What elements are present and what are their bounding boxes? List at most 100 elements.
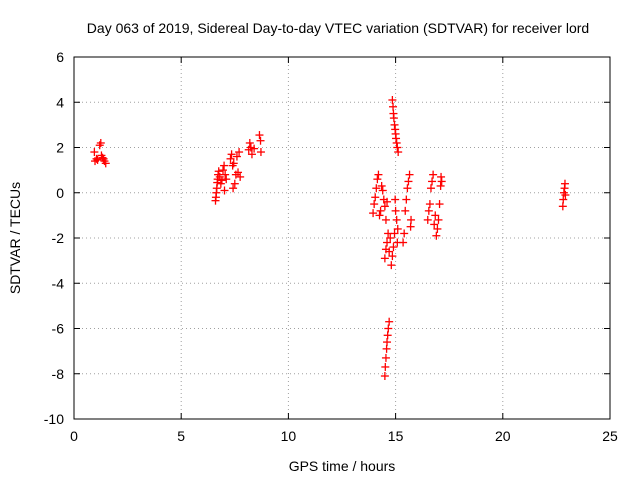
data-point — [402, 195, 411, 204]
data-point — [391, 195, 400, 204]
data-point — [229, 184, 238, 193]
x-tick-label: 5 — [177, 428, 185, 444]
grid — [74, 57, 610, 419]
data-point — [221, 170, 230, 179]
data-point — [385, 247, 394, 256]
data-point — [383, 238, 392, 247]
data-point — [234, 168, 243, 177]
tick-labels: 0 5 10 15 20 25 -10 -8 -6 -4 -2 0 2 4 6 — [44, 49, 618, 444]
x-tick-label: 0 — [70, 428, 78, 444]
data-point — [90, 148, 99, 157]
chart-title: Day 063 of 2019, Sidereal Day-to-day VTE… — [87, 20, 589, 36]
data-point — [227, 150, 236, 159]
data-point — [380, 254, 389, 263]
data-point — [392, 215, 401, 224]
y-tick-label: -8 — [52, 366, 65, 382]
y-tick-label: 6 — [56, 49, 64, 65]
data-point — [247, 150, 256, 159]
data-point — [250, 144, 259, 153]
data-point — [93, 155, 102, 164]
data-point — [437, 177, 446, 186]
x-axis-label: GPS time / hours — [289, 458, 396, 474]
data-point — [404, 177, 413, 186]
data-point — [393, 224, 402, 233]
data-point — [560, 179, 569, 188]
data-point — [390, 229, 399, 238]
data-point — [436, 181, 445, 190]
data-point — [389, 102, 398, 111]
plot-frame — [73, 56, 611, 420]
data-point — [426, 184, 435, 193]
data-point — [430, 220, 439, 229]
data-points — [90, 95, 570, 381]
data-point — [434, 215, 443, 224]
data-point — [374, 170, 383, 179]
data-point — [219, 166, 228, 175]
data-point — [226, 154, 235, 163]
data-point — [98, 153, 107, 162]
data-point — [220, 186, 229, 195]
y-tick-label: -6 — [52, 321, 65, 337]
data-point — [378, 186, 387, 195]
data-point — [432, 231, 441, 240]
data-point — [380, 372, 389, 381]
data-point — [370, 200, 379, 209]
data-point — [401, 206, 410, 215]
y-tick-label: 4 — [56, 94, 64, 110]
data-point — [385, 317, 394, 326]
data-point — [389, 243, 398, 252]
data-point — [96, 138, 105, 147]
data-point — [232, 152, 241, 161]
data-point — [220, 161, 229, 170]
data-point — [406, 222, 415, 231]
data-point — [394, 148, 403, 157]
data-point — [255, 131, 264, 140]
data-point — [386, 234, 395, 242]
data-point — [373, 175, 382, 184]
data-point — [382, 344, 391, 353]
data-point — [383, 197, 392, 206]
data-point — [384, 324, 393, 333]
data-point — [217, 176, 226, 185]
y-tick-label: 0 — [56, 185, 64, 201]
data-point — [407, 215, 416, 224]
data-point — [391, 206, 400, 215]
data-point — [235, 148, 244, 157]
data-point — [383, 331, 392, 340]
data-point — [429, 170, 438, 179]
data-point — [214, 167, 223, 176]
data-point — [245, 138, 254, 147]
data-point — [216, 179, 225, 188]
data-point — [381, 362, 390, 371]
data-point — [380, 202, 389, 211]
y-tick-label: -10 — [44, 411, 64, 427]
y-tick-label: 2 — [56, 140, 64, 156]
data-point — [405, 170, 414, 179]
data-point — [559, 195, 568, 204]
data-point — [371, 193, 380, 202]
data-point — [399, 238, 408, 247]
x-tick-label: 15 — [388, 428, 404, 444]
data-point — [383, 338, 392, 347]
data-point — [372, 184, 381, 193]
data-point — [400, 229, 409, 238]
data-point — [236, 172, 245, 181]
y-tick-label: -4 — [52, 275, 65, 291]
data-point — [389, 114, 398, 123]
data-point — [369, 209, 378, 218]
data-point — [222, 175, 231, 184]
data-point — [403, 184, 412, 193]
data-point — [92, 154, 101, 163]
data-point — [423, 215, 432, 224]
x-tick-label: 10 — [281, 428, 297, 444]
data-point — [381, 353, 390, 362]
x-tick-label: 25 — [602, 428, 618, 444]
data-point — [558, 202, 567, 211]
data-point — [376, 206, 385, 215]
data-point — [375, 211, 384, 220]
data-point — [230, 179, 239, 188]
data-point — [435, 200, 444, 209]
data-point — [561, 191, 570, 200]
data-point — [425, 200, 434, 209]
